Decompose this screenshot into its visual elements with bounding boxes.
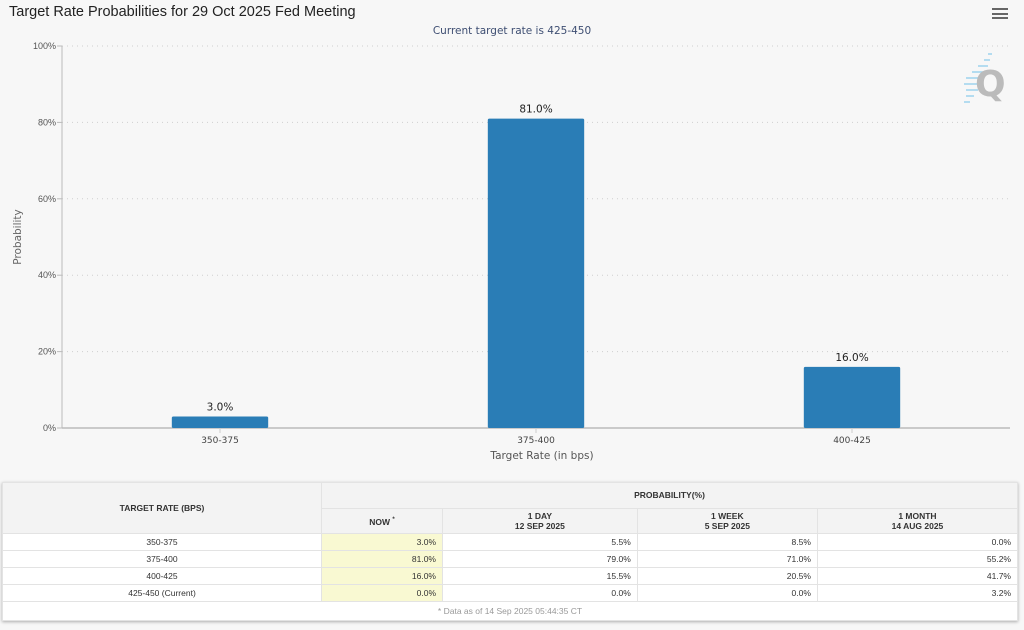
chart-container: Target Rate Probabilities for 29 Oct 202…: [9, 4, 1010, 462]
rate-cell: 350-375: [2, 533, 322, 551]
target-rate-header: TARGET RATE (BPS): [2, 482, 322, 534]
1week-cell: 20.5%: [636, 567, 818, 585]
1month-cell: 55.2%: [816, 550, 1019, 568]
data-timestamp-footnote: * Data as of 14 Sep 2025 05:44:35 CT: [2, 601, 1018, 621]
table-row: 375-400 81.0% 79.0% 71.0% 55.2%: [2, 550, 1019, 568]
x-tick-label: 400-425: [833, 436, 871, 446]
bar-375-400: [487, 118, 585, 428]
y-tick-label: 100%: [33, 41, 56, 51]
1day-cell: 0.0%: [442, 584, 638, 602]
rate-cell: 425-450 (Current): [2, 584, 322, 602]
data-label: 16.0%: [835, 352, 868, 364]
1week-cell: 8.5%: [636, 533, 818, 551]
1month-cell: 0.0%: [816, 533, 1019, 551]
table-row: 350-375 3.0% 5.5% 8.5% 0.0%: [2, 533, 1019, 551]
y-tick-label: 20%: [38, 347, 56, 357]
data-label: 3.0%: [207, 402, 234, 414]
rate-cell: 400-425: [2, 567, 322, 585]
y-tick-label: 60%: [38, 194, 56, 204]
bar-chart: 0% 20% 40% 60% 80% 100% Probability 3.0% 350-375…: [12, 41, 1010, 462]
now-cell: 81.0%: [321, 550, 443, 568]
x-tick-label: 375-400: [517, 436, 555, 446]
now-cell: 16.0%: [321, 567, 443, 585]
column-header-1day: 1 DAY 12 SEP 2025: [442, 507, 638, 534]
chart-title: Target Rate Probabilities for 29 Oct 202…: [9, 4, 356, 20]
1week-cell: 71.0%: [636, 550, 818, 568]
1day-cell: 5.5%: [442, 533, 638, 551]
column-header-1month: 1 MONTH 14 AUG 2025: [816, 507, 1019, 534]
1month-cell: 41.7%: [816, 567, 1019, 585]
hamburger-menu-icon[interactable]: [992, 8, 1008, 22]
q-logo-icon: Q: [964, 53, 1006, 105]
rate-cell: 375-400: [2, 550, 322, 568]
1day-cell: 79.0%: [442, 550, 638, 568]
x-axis-title: Target Rate (in bps): [489, 450, 593, 462]
table-row: 400-425 16.0% 15.5% 20.5% 41.7%: [2, 567, 1019, 585]
column-header-now: NOW *: [321, 507, 443, 534]
x-tick-label: 350-375: [201, 436, 239, 446]
y-axis-title: Probability: [12, 209, 24, 265]
column-header-1week: 1 WEEK 5 SEP 2025: [636, 507, 818, 534]
1day-cell: 15.5%: [442, 567, 638, 585]
y-tick-label: 40%: [38, 270, 56, 280]
probability-table-container: TARGET RATE (BPS) PROBABILITY(%) NOW * 1…: [2, 482, 1019, 621]
1week-cell: 0.0%: [636, 584, 818, 602]
1month-cell: 3.2%: [816, 584, 1019, 602]
svg-text:Q: Q: [975, 64, 1006, 105]
table-row: 425-450 (Current) 0.0% 0.0% 0.0% 3.2%: [2, 584, 1019, 602]
now-cell: 0.0%: [321, 584, 443, 602]
y-tick-label: 0%: [43, 423, 56, 433]
now-cell: 3.0%: [321, 533, 443, 551]
data-label: 81.0%: [519, 104, 552, 116]
y-tick-label: 80%: [38, 117, 56, 127]
probability-table: TARGET RATE (BPS) PROBABILITY(%) NOW * 1…: [2, 482, 1019, 621]
bar-400-425: [803, 366, 901, 428]
probability-header: PROBABILITY(%): [321, 482, 1018, 509]
chart-subtitle: Current target rate is 425-450: [432, 25, 592, 37]
bar-350-375: [171, 416, 269, 428]
